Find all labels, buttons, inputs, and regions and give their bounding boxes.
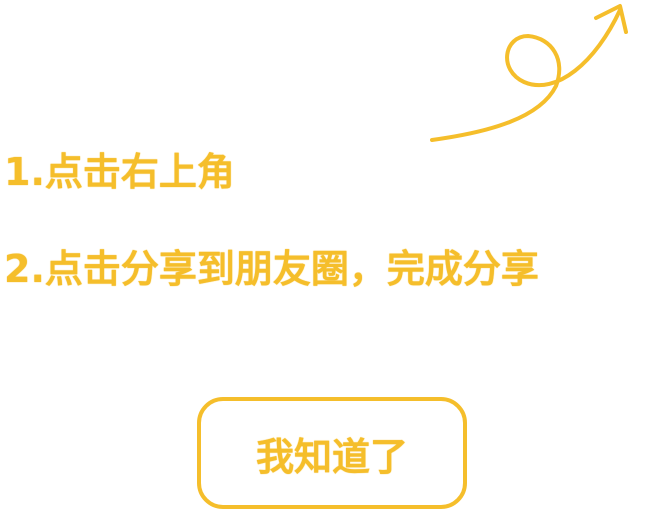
arrow-curve: [430, 8, 622, 142]
got-it-button[interactable]: 我知道了: [197, 397, 467, 509]
step-1-text: 1.点击右上角: [4, 150, 235, 194]
arrow-head: [594, 4, 628, 34]
step-2-text: 2.点击分享到朋友圈，完成分享: [4, 247, 539, 291]
